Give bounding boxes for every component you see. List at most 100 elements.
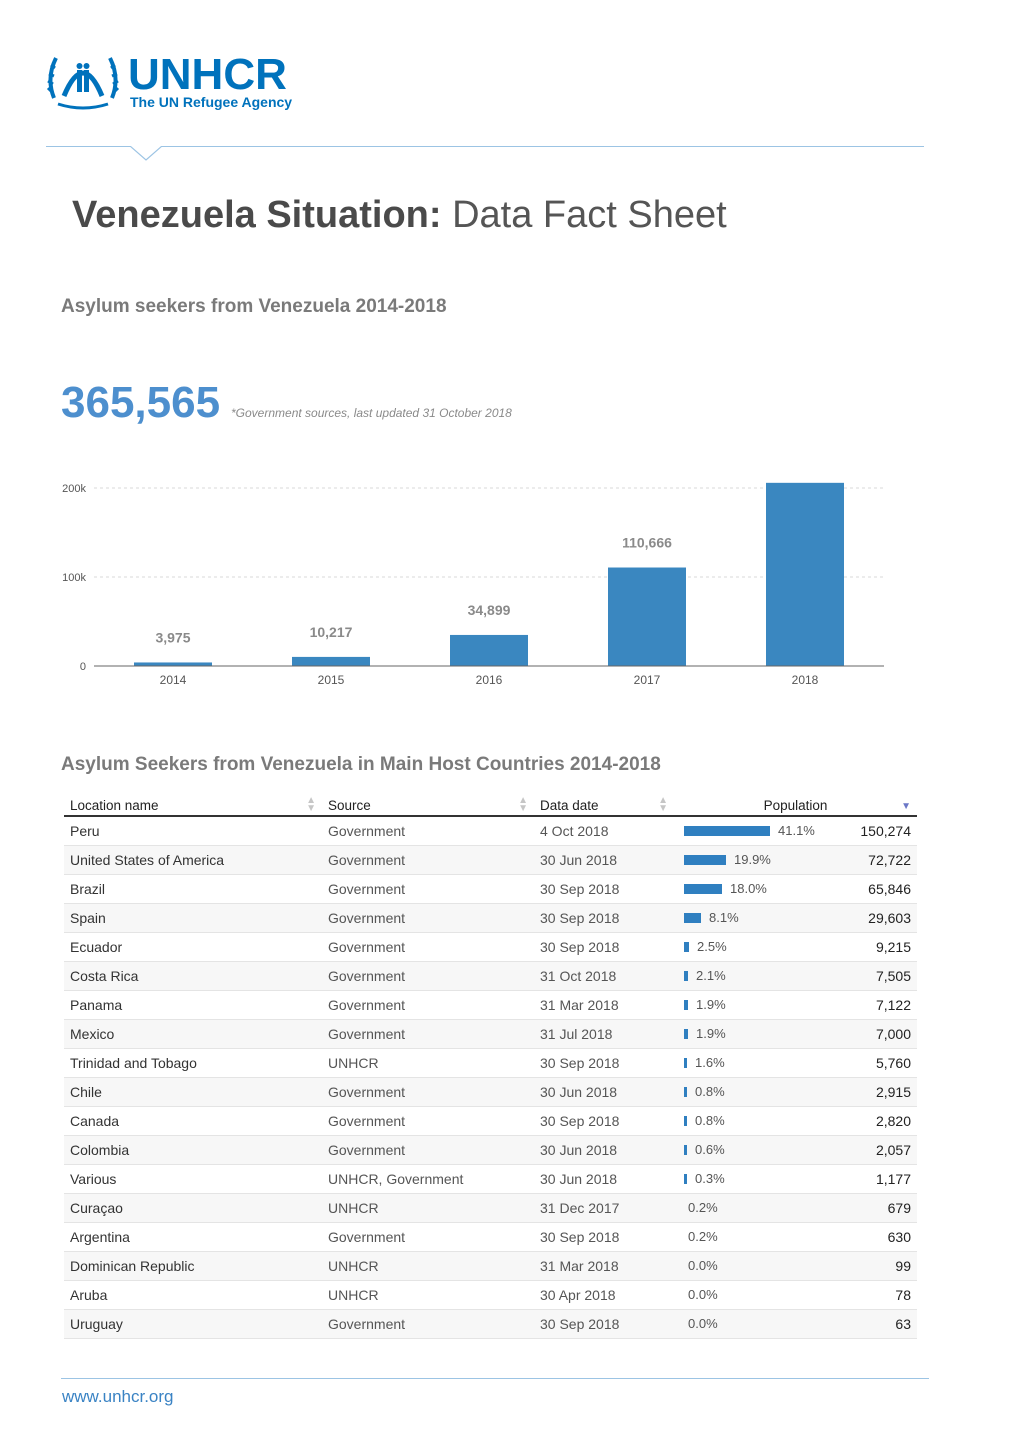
cell-population: 41.1% 150,274 xyxy=(674,816,917,846)
cell-percentage: 0.6% xyxy=(695,1142,725,1157)
cell-population-value: 29,603 xyxy=(868,910,911,926)
cell-location: Costa Rica xyxy=(64,961,322,991)
cell-population-value: 5,760 xyxy=(875,1055,911,1071)
table-row: Colombia Government 30 Jun 2018 0.6% 2,057 xyxy=(64,1135,917,1165)
unhcr-logo: UNHCR The UN Refugee Agency xyxy=(44,44,324,114)
cell-date: 30 Sep 2018 xyxy=(534,932,674,962)
cell-percentage: 1.6% xyxy=(695,1055,725,1070)
share-bar xyxy=(684,1174,687,1184)
table-row: Spain Government 30 Sep 2018 8.1% 29,603 xyxy=(64,903,917,933)
cell-date: 31 Oct 2018 xyxy=(534,961,674,991)
cell-source: Government xyxy=(322,1135,534,1165)
cell-percentage: 1.9% xyxy=(696,1026,726,1041)
cell-source: Government xyxy=(322,845,534,875)
data-label: 3,975 xyxy=(155,629,190,645)
cell-source: UNHCR, Government xyxy=(322,1164,534,1194)
share-bar xyxy=(684,971,688,981)
y-tick-label: 200k xyxy=(62,483,86,495)
bar-2018 xyxy=(766,482,844,666)
cell-population: 0.0% 99 xyxy=(674,1251,917,1281)
cell-source: Government xyxy=(322,1019,534,1049)
table-row: Trinidad and Tobago UNHCR 30 Sep 2018 1.6% 5… xyxy=(64,1048,917,1078)
cell-location: Dominican Republic xyxy=(64,1251,322,1281)
share-bar xyxy=(684,1145,687,1155)
x-tick-label: 2017 xyxy=(634,673,661,687)
cell-population-value: 63 xyxy=(895,1316,911,1332)
data-label: 34,899 xyxy=(468,602,511,618)
cell-date: 30 Sep 2018 xyxy=(534,1222,674,1252)
cell-population-value: 679 xyxy=(887,1200,911,1216)
cell-date: 30 Jun 2018 xyxy=(534,845,674,875)
column-header-location[interactable]: Location name ▲ ▼ xyxy=(64,795,322,817)
total-asylum-seekers: 365,565 xyxy=(61,378,221,427)
cell-population: 0.8% 2,915 xyxy=(674,1077,917,1107)
cell-date: 30 Jun 2018 xyxy=(534,1135,674,1165)
column-header-source[interactable]: Source ▲ ▼ xyxy=(322,795,534,817)
cell-source: Government xyxy=(322,903,534,933)
table-row: Ecuador Government 30 Sep 2018 2.5% 9,215 xyxy=(64,932,917,962)
cell-population: 0.2% 630 xyxy=(674,1222,917,1252)
cell-location: Spain xyxy=(64,903,322,933)
cell-date: 30 Sep 2018 xyxy=(534,874,674,904)
cell-date: 30 Sep 2018 xyxy=(534,1106,674,1136)
source-note: *Government sources, last updated 31 Oct… xyxy=(231,406,512,420)
page-title-rest: Data Fact Sheet xyxy=(441,194,727,236)
column-label: Source xyxy=(328,797,371,813)
cell-location: Trinidad and Tobago xyxy=(64,1048,322,1078)
cell-location: United States of America xyxy=(64,845,322,875)
cell-source: UNHCR xyxy=(322,1048,534,1078)
share-bar xyxy=(684,1000,688,1010)
cell-location: Uruguay xyxy=(64,1309,322,1339)
cell-population: 1.6% 5,760 xyxy=(674,1048,917,1078)
unhcr-emblem-icon xyxy=(46,57,120,110)
data-label: 110,666 xyxy=(622,535,672,551)
brand-name: UNHCR xyxy=(128,50,287,99)
cell-population-value: 99 xyxy=(895,1258,911,1274)
cell-location: Various xyxy=(64,1164,322,1194)
bar-2016 xyxy=(450,634,528,666)
cell-location: Chile xyxy=(64,1077,322,1107)
table-row: Uruguay Government 30 Sep 2018 0.0% 63 xyxy=(64,1309,917,1339)
cell-population-value: 72,722 xyxy=(868,852,911,868)
sort-arrows-icon[interactable]: ▲ ▼ xyxy=(518,795,528,814)
cell-source: Government xyxy=(322,961,534,991)
cell-population: 0.6% 2,057 xyxy=(674,1135,917,1165)
cell-population-value: 150,274 xyxy=(860,823,911,839)
cell-date: 30 Apr 2018 xyxy=(534,1280,674,1310)
page-title: Venezuela Situation: Data Fact Sheet xyxy=(72,194,727,237)
cell-population: 2.5% 9,215 xyxy=(674,932,917,962)
table-row: Brazil Government 30 Sep 2018 18.0% 65,846 xyxy=(64,874,917,904)
cell-source: Government xyxy=(322,1106,534,1136)
y-tick-label: 100k xyxy=(62,572,86,584)
cell-location: Canada xyxy=(64,1106,322,1136)
table-row: Argentina Government 30 Sep 2018 0.2% 630 xyxy=(64,1222,917,1252)
sort-descending-icon[interactable]: ▼ xyxy=(901,801,911,812)
cell-location: Aruba xyxy=(64,1280,322,1310)
cell-location: Colombia xyxy=(64,1135,322,1165)
x-tick-label: 2018 xyxy=(792,673,819,687)
bar-2014 xyxy=(134,662,212,666)
cell-location: Brazil xyxy=(64,874,322,904)
cell-date: 31 Mar 2018 xyxy=(534,990,674,1020)
share-bar xyxy=(684,1029,688,1039)
share-bar xyxy=(684,942,689,952)
footer-website-link[interactable]: www.unhcr.org xyxy=(62,1387,174,1406)
sort-arrows-icon[interactable]: ▲ ▼ xyxy=(306,795,316,814)
header-divider xyxy=(46,146,924,147)
cell-percentage: 2.5% xyxy=(697,939,727,954)
y-tick-label: 0 xyxy=(80,661,86,673)
divider-notch-icon xyxy=(130,146,162,161)
column-header-date[interactable]: Data date ▲ ▼ xyxy=(534,795,674,817)
cell-population: 0.3% 1,177 xyxy=(674,1164,917,1194)
sort-arrows-icon[interactable]: ▲ ▼ xyxy=(658,795,668,814)
table-row: Panama Government 31 Mar 2018 1.9% 7,122 xyxy=(64,990,917,1020)
table-row: Costa Rica Government 31 Oct 2018 2.1% 7,505 xyxy=(64,961,917,991)
cell-source: UNHCR xyxy=(322,1280,534,1310)
column-header-population[interactable]: Population ▼ xyxy=(674,795,917,817)
cell-date: 30 Sep 2018 xyxy=(534,1309,674,1339)
share-bar xyxy=(684,1116,687,1126)
cell-source: UNHCR xyxy=(322,1251,534,1281)
cell-population-value: 1,177 xyxy=(875,1171,911,1187)
cell-percentage: 0.8% xyxy=(695,1113,725,1128)
cell-population: 0.8% 2,820 xyxy=(674,1106,917,1136)
